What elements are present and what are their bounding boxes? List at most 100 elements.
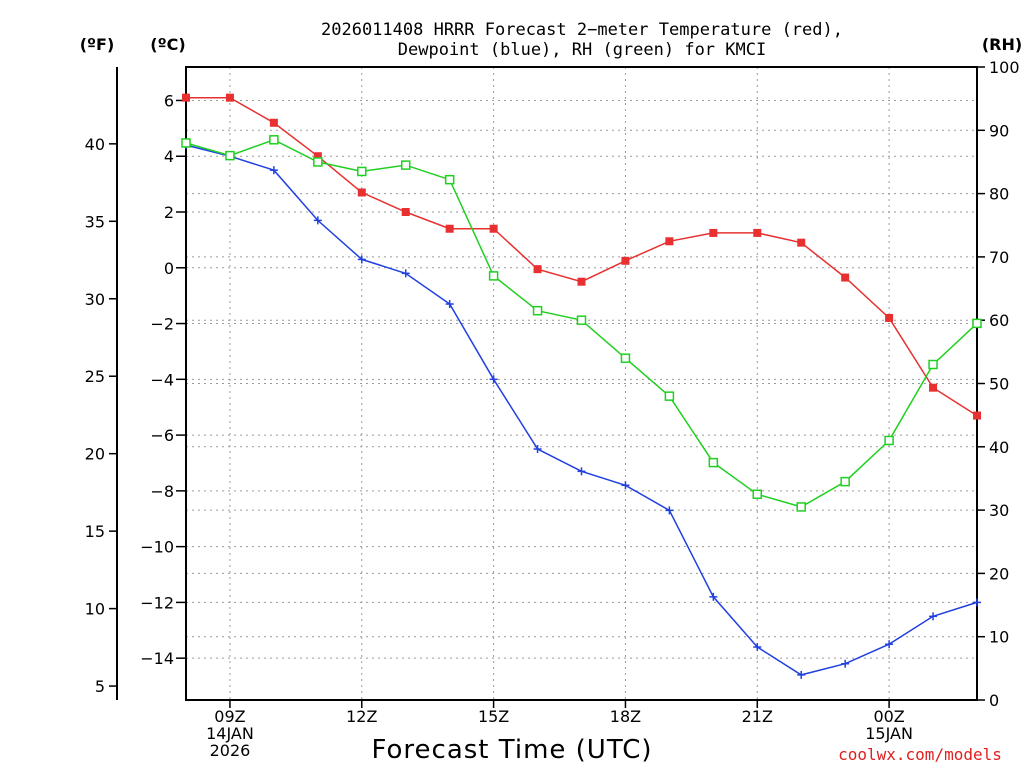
dewpoint-point [401, 269, 410, 278]
temperature-point [973, 411, 981, 420]
temperature-point [269, 118, 278, 127]
dewpoint-point [269, 166, 278, 175]
rh-point [532, 305, 543, 316]
rh-point [269, 135, 279, 145]
dewpoint-point [445, 300, 454, 309]
celsius-tick-label: −8 [150, 482, 174, 501]
fahrenheit-tick-label: 25 [85, 367, 105, 386]
x-tick-label: 2026 [210, 741, 251, 760]
temperature-point [621, 256, 630, 265]
dewpoint-point [577, 467, 586, 476]
chart-title-line-2: Dewpoint (blue), RH (green) for KMCI [398, 40, 766, 60]
rh-point [357, 166, 367, 177]
dewpoint-point [533, 445, 542, 454]
rh-tick-label: 70 [989, 248, 1009, 267]
temperature-point [753, 228, 762, 237]
x-tick-label: 00Z [873, 707, 904, 726]
temperature-point [885, 313, 894, 322]
rh-tick-label: 90 [989, 121, 1009, 140]
x-tick-label: 21Z [742, 707, 773, 726]
temperature-point [313, 152, 322, 161]
rh-point [664, 391, 675, 401]
rh-point [752, 489, 763, 500]
rh-point [928, 359, 938, 370]
fahrenheit-tick-label: 30 [85, 290, 105, 309]
temperature-point [665, 237, 674, 246]
celsius-tick-label: 4 [164, 147, 174, 166]
dewpoint-point [709, 592, 718, 601]
dewpoint-point [973, 598, 981, 607]
temperature-point [182, 93, 190, 102]
rh-point [488, 271, 499, 281]
rh-point [576, 315, 587, 325]
fahrenheit-tick-label: 10 [85, 600, 105, 619]
celsius-tick-label: −2 [150, 315, 174, 334]
dewpoint-point [885, 640, 894, 649]
celsius-tick-label: −10 [140, 538, 174, 557]
dewpoint-line [185, 144, 978, 676]
fahrenheit-tick-label: 40 [85, 135, 105, 154]
chart-title-line-1: 2026011408 HRRR Forecast 2−meter Tempera… [321, 20, 843, 40]
rh-tick-label: 10 [989, 628, 1009, 647]
rh-tick-label: 40 [989, 438, 1009, 457]
rh-point [708, 457, 719, 468]
rh-point [620, 353, 631, 363]
x-tick-label: 12Z [346, 707, 377, 726]
dewpoint-point [621, 481, 630, 490]
celsius-tick-label: −12 [140, 593, 174, 612]
x-tick-label: 18Z [610, 707, 641, 726]
rh-point [796, 502, 806, 512]
x-tick-label: 09Z [214, 707, 245, 726]
x-tick-label: 14JAN [206, 724, 254, 743]
rh-tick-label: 20 [989, 564, 1009, 583]
rh-point [400, 160, 411, 170]
temperature-point [709, 228, 718, 237]
dewpoint-point [797, 670, 806, 679]
tick-labels: 6420−2−4−6−8−10−12−144035302520151051009… [85, 58, 1020, 760]
rh-point [444, 174, 455, 185]
celsius-unit-label: (ºC) [150, 35, 185, 54]
x-axis-label: Forecast Time (UTC) [371, 735, 652, 765]
fahrenheit-tick-label: 15 [85, 522, 105, 541]
rh-tick-label: 50 [989, 375, 1009, 394]
rh-tick-label: 0 [989, 691, 999, 710]
temperature-point [401, 208, 410, 217]
dewpoint-point [665, 506, 674, 515]
credit-text: coolwx.com/models [838, 745, 1002, 764]
temperature-point [225, 93, 234, 102]
temperature-point [841, 273, 850, 282]
rh-tick-label: 60 [989, 311, 1009, 330]
rh-tick-label: 80 [989, 185, 1009, 204]
rh-tick-label: 30 [989, 501, 1009, 520]
series-layer [181, 93, 982, 679]
fahrenheit-tick-label: 20 [85, 445, 105, 464]
axes [109, 66, 985, 708]
celsius-tick-label: 6 [164, 91, 174, 110]
temperature-point [445, 224, 454, 233]
celsius-tick-label: −14 [140, 649, 174, 668]
temperature-point [929, 383, 938, 392]
celsius-tick-label: 0 [164, 259, 174, 278]
dewpoint-point [841, 659, 850, 668]
celsius-tick-label: 2 [164, 203, 174, 222]
rh-tick-label: 100 [989, 58, 1020, 77]
rh-point [181, 138, 191, 148]
dewpoint-point [929, 612, 938, 621]
temperature-point [489, 224, 498, 233]
fahrenheit-tick-label: 5 [95, 677, 105, 696]
celsius-tick-label: −4 [150, 370, 174, 389]
rh-point [972, 318, 982, 329]
fahrenheit-tick-label: 35 [85, 212, 105, 231]
rh-point [884, 435, 894, 446]
temperature-point [797, 238, 806, 247]
rh-unit-label: (RH) [982, 35, 1022, 54]
fahrenheit-unit-label: (ºF) [80, 35, 115, 54]
rh-point [225, 150, 235, 161]
x-tick-label: 15Z [478, 707, 509, 726]
rh-point [840, 476, 850, 487]
dewpoint-point [357, 255, 366, 264]
x-tick-label: 15JAN [865, 724, 913, 743]
dewpoint-point [753, 643, 762, 652]
rh-point [313, 157, 323, 167]
